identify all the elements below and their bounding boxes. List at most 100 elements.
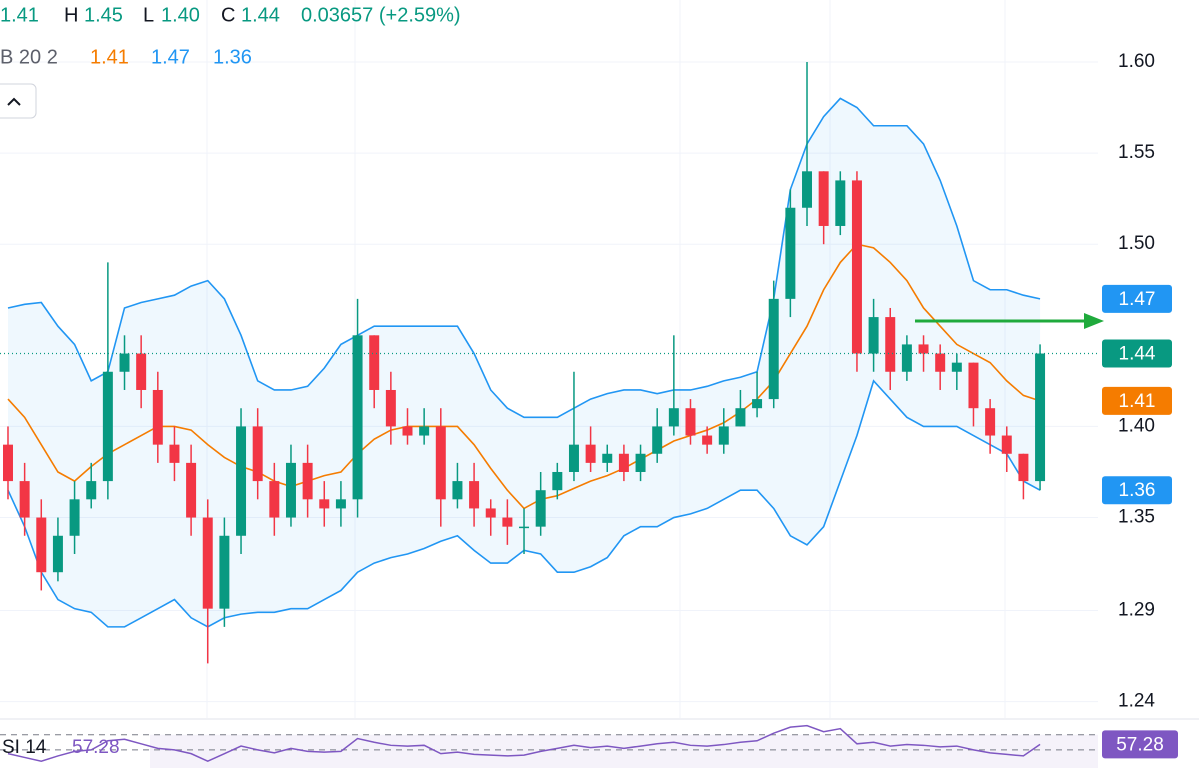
candle-body — [252, 426, 263, 482]
indicator-value: 1.41 — [90, 46, 129, 68]
high-value: 1.45 — [84, 4, 123, 26]
price-badge-label: 1.36 — [1119, 480, 1156, 501]
candle-body — [868, 317, 879, 354]
price-badge-label: 1.41 — [1119, 391, 1156, 412]
high-key: H — [64, 4, 78, 26]
candle-body — [36, 517, 47, 573]
rsi-value: 57.28 — [72, 737, 120, 758]
candle-body — [602, 453, 613, 463]
candle-body — [535, 490, 546, 527]
candle-body — [585, 444, 596, 463]
candle-body — [985, 408, 996, 436]
y-tick-label: 1.40 — [1118, 415, 1155, 436]
y-tick-label: 1.50 — [1118, 233, 1155, 254]
candle-body — [319, 499, 330, 509]
candle-body — [236, 426, 247, 536]
candle-body — [102, 371, 113, 482]
candle-body — [818, 171, 829, 226]
rsi-band — [150, 734, 1098, 768]
close-value: 1.44 — [241, 4, 280, 26]
candles — [2, 61, 1046, 664]
price-badge — [1102, 284, 1172, 313]
price-axis: 1.60 1.55 1.50 1.40 1.35 1.29 1.24 1.47 1.44 1.41… — [1102, 51, 1172, 712]
candle-body — [352, 335, 363, 500]
candle-body — [1035, 353, 1046, 482]
candle-body — [635, 453, 646, 472]
price-badge — [1102, 339, 1172, 368]
candle-body — [119, 353, 130, 372]
rsi-badge — [1102, 730, 1178, 759]
candle-body — [951, 362, 962, 372]
indicator-value: 1.47 — [151, 46, 190, 68]
candle-body — [186, 462, 197, 518]
candle-body — [802, 171, 813, 208]
y-tick-label: 1.35 — [1118, 507, 1155, 528]
candle-body — [452, 481, 463, 500]
low-value: 1.40 — [161, 4, 200, 26]
close-key: C — [221, 4, 235, 26]
grid — [0, 61, 1098, 703]
indicator-value: 1.36 — [213, 46, 252, 68]
band-fill — [7, 98, 1041, 627]
candle-body — [785, 207, 796, 299]
change-value: 0.03657 (+2.59%) — [301, 4, 461, 26]
candle-body — [702, 435, 713, 445]
candle-body — [169, 444, 180, 463]
candle-body — [519, 526, 530, 529]
rsi-badge-label: 57.28 — [1116, 734, 1164, 755]
candle-body — [335, 499, 346, 509]
candle-body — [668, 408, 679, 427]
indicator-label: B 20 2 — [0, 46, 58, 68]
candle-body — [435, 426, 446, 500]
candle-body — [369, 335, 380, 390]
rsi-label: SI 14 — [2, 737, 47, 758]
candle-body — [901, 344, 912, 372]
candle-body — [219, 535, 230, 609]
candle-body — [385, 389, 396, 427]
price-badge-label: 1.44 — [1119, 344, 1156, 365]
candle-body — [69, 499, 80, 536]
candle-body — [851, 180, 862, 354]
trend-arrow — [915, 313, 1104, 329]
rsi-pane: SI 14 57.28 57.28 — [0, 718, 1199, 768]
candle-body — [968, 362, 979, 409]
candle-body — [86, 481, 97, 500]
candle-body — [752, 399, 763, 409]
candle-body — [552, 471, 563, 491]
candle-body — [768, 298, 779, 400]
band-line — [7, 97, 1041, 419]
candle-body — [136, 353, 147, 390]
chevron-icon — [7, 97, 21, 106]
candle-body — [19, 481, 30, 518]
candle-body — [918, 344, 929, 354]
candle-body — [1018, 453, 1029, 482]
candle-body — [152, 389, 163, 445]
button-frame[interactable] — [0, 83, 37, 119]
candle-body — [735, 408, 746, 427]
low-key: L — [143, 4, 154, 26]
price-badge — [1102, 476, 1172, 505]
y-tick-label: 1.29 — [1118, 599, 1155, 620]
candle-body — [652, 426, 663, 454]
candle-body — [718, 426, 729, 445]
arrow-head — [1084, 313, 1104, 329]
candle-body — [285, 462, 296, 518]
candle-body — [485, 508, 496, 518]
candle-body — [618, 453, 629, 472]
price-badge — [1102, 386, 1172, 415]
header: 1.41 H 1.45 L 1.40 C 1.44 0.03657 (+2.59… — [0, 4, 461, 68]
candle-body — [2, 444, 13, 482]
y-tick-label: 1.60 — [1118, 51, 1155, 72]
y-tick-label: 1.55 — [1118, 142, 1155, 163]
candle-body — [502, 517, 513, 527]
candle-body — [302, 462, 313, 500]
candle-body — [419, 426, 430, 436]
candle-body — [835, 180, 846, 226]
open-value: 1.41 — [0, 4, 39, 26]
candle-body — [935, 353, 946, 372]
candle-body — [52, 535, 63, 573]
candle-body — [685, 408, 696, 436]
price-badge-label: 1.47 — [1119, 289, 1156, 310]
collapse-button[interactable] — [0, 83, 37, 119]
